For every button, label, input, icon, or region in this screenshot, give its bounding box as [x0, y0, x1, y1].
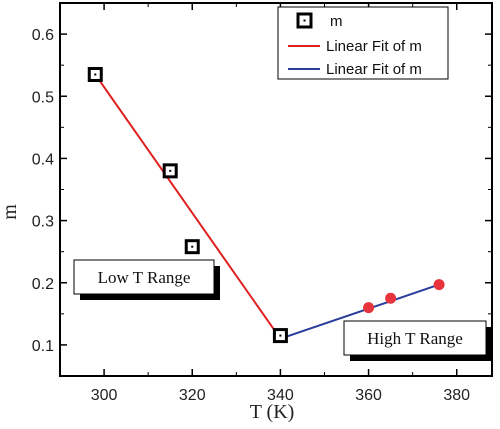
- data-point-circle: [433, 279, 445, 291]
- x-tick-label: 300: [91, 387, 118, 404]
- x-tick-label: 380: [443, 387, 470, 404]
- legend-label-blue-fit: Linear Fit of m: [326, 61, 422, 78]
- fit-line-low-t: [94, 73, 282, 340]
- high-t-range-label: High T Range: [367, 329, 463, 348]
- data-point-square: [272, 328, 288, 344]
- legend-label-red-fit: Linear Fit of m: [326, 38, 422, 55]
- data-point-circle: [385, 292, 397, 304]
- data-point-square: [162, 163, 178, 179]
- low-t-range-label: Low T Range: [98, 268, 191, 287]
- axis-ticks: 300 320 340 360 380 0.1 0.2 0.3 0.4 0.5 0.6: [32, 3, 492, 404]
- x-tick-label: 340: [267, 387, 294, 404]
- x-axis-title: T (K): [250, 401, 295, 423]
- data-point-circle: [363, 302, 375, 314]
- series-layer: [87, 66, 445, 344]
- y-tick-label: 0.4: [32, 151, 54, 168]
- data-point-square: [184, 239, 200, 255]
- legend-label-m: m: [330, 13, 343, 30]
- x-tick-label: 360: [355, 387, 382, 404]
- y-tick-label: 0.3: [32, 214, 54, 231]
- legend: m Linear Fit of m Linear Fit of m: [277, 6, 449, 80]
- low-t-range-box: Low T Range: [73, 259, 220, 300]
- y-axis-title: m: [0, 204, 21, 220]
- y-tick-label: 0.1: [32, 338, 54, 355]
- y-tick-label: 0.6: [32, 27, 54, 44]
- fit-line-high-t: [280, 283, 440, 340]
- y-tick-label: 0.5: [32, 89, 54, 106]
- y-tick-label: 0.2: [32, 276, 54, 293]
- data-point-square: [87, 66, 103, 82]
- high-t-range-box: High T Range: [343, 320, 492, 361]
- x-tick-label: 320: [179, 387, 206, 404]
- legend-marker-m: [296, 12, 313, 29]
